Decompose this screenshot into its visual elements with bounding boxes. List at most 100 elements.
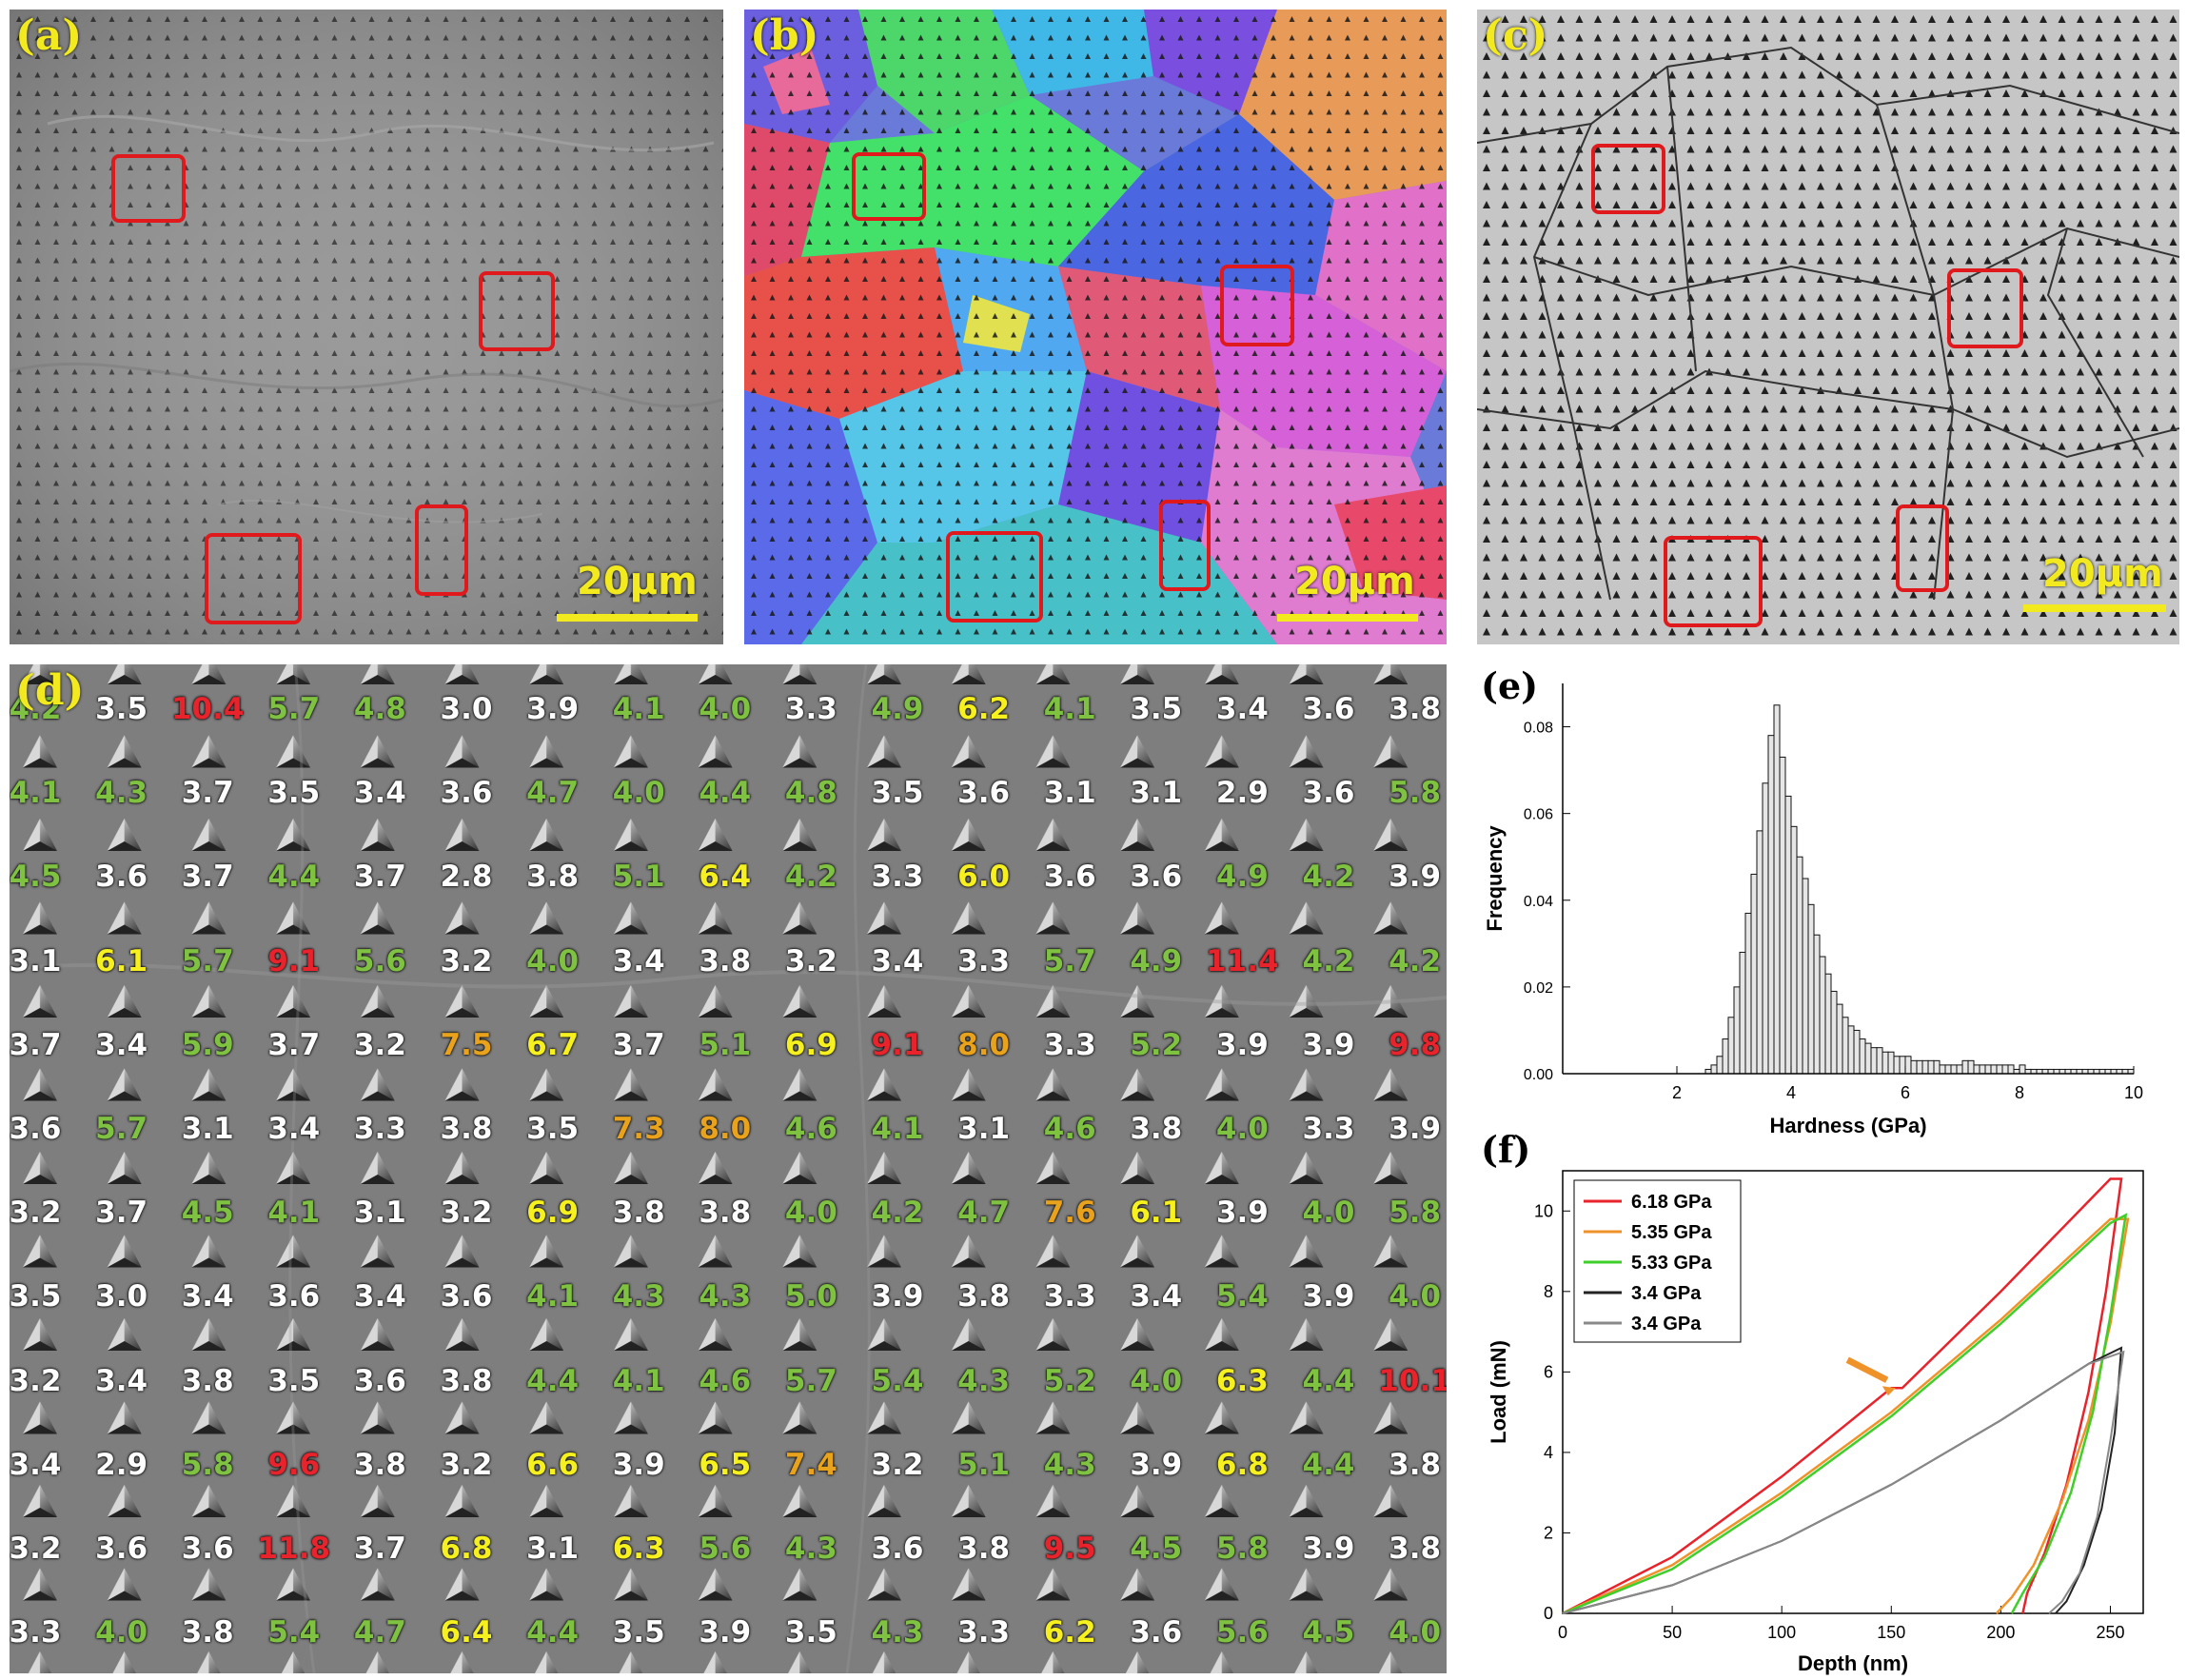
- histogram-bar: [1779, 756, 1786, 1075]
- histogram-bar: [1950, 1064, 1958, 1075]
- histogram-bar: [1899, 1056, 1906, 1075]
- roi-box: [1664, 536, 1763, 627]
- load-depth-chart: 0 50 100 150 200 250 0 2 4 6 8 10 6.18 GPa 5.35 GPa 5.…: [1487, 1170, 2144, 1675]
- histogram-bar: [1990, 1064, 1998, 1075]
- hardness-value: 5.2: [1043, 1363, 1096, 1398]
- hardness-value: 3.3: [784, 692, 837, 726]
- hardness-value: 3.8: [957, 1279, 1011, 1314]
- panel-b-label: (b): [750, 11, 819, 60]
- series-line: [1562, 1213, 2128, 1615]
- histogram-bar: [1996, 1064, 2003, 1075]
- histogram-bar: [1961, 1059, 1969, 1075]
- hardness-value: 4.4: [526, 1615, 580, 1650]
- hardness-value: 4.2: [784, 860, 837, 895]
- hardness-value: 4.4: [267, 860, 321, 895]
- roi-box: [1591, 144, 1665, 214]
- scale-bar: [557, 614, 698, 622]
- hardness-value: 3.9: [1302, 1532, 1355, 1566]
- hardness-value: 5.7: [1043, 943, 1096, 978]
- hardness-value: 2.9: [95, 1447, 148, 1482]
- hardness-value: 3.5: [612, 1615, 665, 1650]
- scale-bar-label: 20μm: [2042, 552, 2163, 596]
- hardness-value: 3.1: [526, 1532, 580, 1566]
- hardness-value: 3.4: [95, 1027, 148, 1062]
- hardness-value: 3.9: [612, 1447, 665, 1482]
- hardness-value: 11.8: [257, 1532, 331, 1566]
- hardness-value: 10.4: [170, 692, 245, 726]
- hardness-value: 4.4: [1302, 1447, 1355, 1482]
- hardness-value: 3.8: [612, 1196, 665, 1231]
- hardness-value: 4.6: [784, 1112, 837, 1146]
- plot-area: [1563, 683, 2134, 1074]
- hardness-value: 6.6: [526, 1447, 580, 1482]
- hardness-value: 4.1: [267, 1196, 321, 1231]
- hardness-value: 4.7: [526, 776, 580, 811]
- hardness-value: 3.3: [10, 1615, 62, 1650]
- histogram-bar: [1710, 1064, 1718, 1075]
- x-tick-label: 0: [1558, 1623, 1567, 1642]
- histogram-bar: [1842, 1017, 1849, 1075]
- hardness-value: 7.5: [440, 1027, 493, 1062]
- hardness-value: 10.1: [1378, 1363, 1447, 1398]
- hardness-value: 3.8: [181, 1615, 234, 1650]
- hardness-value: 3.8: [699, 1196, 752, 1231]
- hardness-value: 3.3: [1302, 1112, 1355, 1146]
- y-tick-label: 2: [1544, 1523, 1553, 1542]
- hardness-value: 3.2: [10, 1363, 62, 1398]
- hardness-value: 3.3: [957, 943, 1011, 978]
- hardness-value: 3.6: [1043, 860, 1096, 895]
- hardness-value: 3.5: [526, 1112, 580, 1146]
- hardness-value: 3.4: [1215, 692, 1269, 726]
- x-tick-label: 50: [1663, 1623, 1682, 1642]
- hardness-value: 4.5: [1130, 1532, 1183, 1566]
- histogram-bar: [1979, 1064, 1986, 1075]
- hardness-value: 5.0: [784, 1279, 837, 1314]
- histogram-bar: [1904, 1056, 1912, 1075]
- hardness-value: 5.8: [181, 1447, 234, 1482]
- hardness-value: 3.5: [1130, 692, 1183, 726]
- roi-box: [852, 152, 926, 221]
- panel-a-label: (a): [15, 11, 83, 60]
- y-tick-label: 0: [1544, 1604, 1553, 1623]
- histogram-bar: [1973, 1064, 1980, 1075]
- y-tick-label: 0.04: [1524, 894, 1553, 910]
- hardness-value: 3.1: [1043, 776, 1096, 811]
- hardness-value: 6.4: [440, 1615, 493, 1650]
- hardness-value: 6.5: [699, 1447, 752, 1482]
- hardness-value: 3.2: [440, 1196, 493, 1231]
- histogram-bar: [2007, 1064, 2015, 1075]
- hardness-value: 4.0: [1302, 1196, 1355, 1231]
- hardness-value: 3.7: [353, 860, 406, 895]
- legend-entry: 6.18 GPa: [1631, 1192, 1712, 1213]
- hardness-value: 3.9: [1130, 1447, 1183, 1482]
- histogram-bar: [1887, 1051, 1895, 1075]
- y-tick-label: 0.02: [1524, 980, 1553, 997]
- hardness-value: 4.7: [957, 1196, 1011, 1231]
- y-tick-label: 6: [1544, 1362, 1553, 1381]
- hardness-value: 5.1: [699, 1027, 752, 1062]
- hardness-value: 6.7: [526, 1027, 580, 1062]
- histogram-bar: [1773, 704, 1781, 1075]
- legend-entry: 5.35 GPa: [1631, 1222, 1712, 1243]
- hardness-value: 3.4: [612, 943, 665, 978]
- hardness-value: 3.3: [1043, 1027, 1096, 1062]
- hardness-value: 4.0: [699, 692, 752, 726]
- hardness-value: 3.9: [1215, 1196, 1269, 1231]
- hardness-value: 4.0: [95, 1615, 148, 1650]
- histogram-bar: [1767, 735, 1775, 1075]
- hardness-value: 3.4: [353, 776, 406, 811]
- panel-c-band-contrast: (c) 20μm: [1477, 10, 2179, 644]
- panel-f-label: (f): [1481, 1128, 1531, 1171]
- hardness-value: 3.6: [181, 1532, 234, 1566]
- hardness-value: 4.3: [612, 1279, 665, 1314]
- hardness-value: 3.6: [440, 776, 493, 811]
- hardness-value: 5.6: [353, 943, 406, 978]
- hardness-value: 3.1: [181, 1112, 234, 1146]
- hardness-value: 3.6: [440, 1279, 493, 1314]
- roi-box: [946, 531, 1043, 623]
- hardness-value: 3.1: [957, 1112, 1011, 1146]
- histogram-bar: [1984, 1064, 1992, 1075]
- hardness-value: 4.1: [526, 1279, 580, 1314]
- y-tick-label: 10: [1534, 1201, 1553, 1220]
- hardness-value: 6.1: [95, 943, 148, 978]
